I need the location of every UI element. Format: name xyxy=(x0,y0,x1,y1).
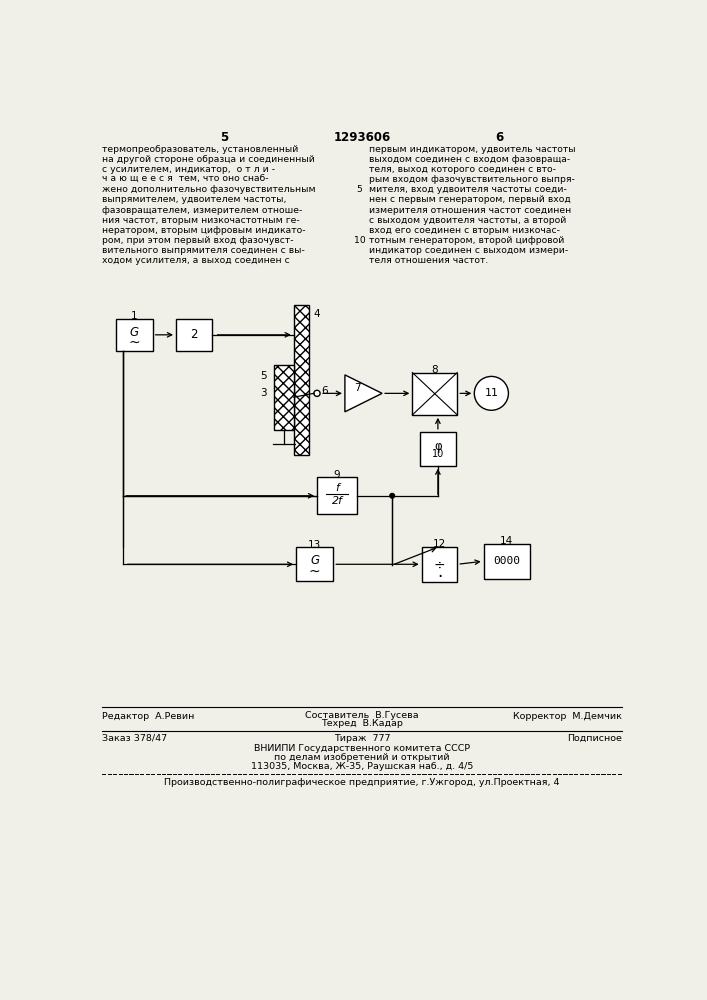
Text: ром, при этом первый вход фазочувст-: ром, при этом первый вход фазочувст- xyxy=(103,236,294,245)
Text: ~: ~ xyxy=(128,336,140,350)
Text: 2: 2 xyxy=(190,328,197,341)
Bar xyxy=(115,319,153,351)
Text: фазовращателем, измерителем отноше-: фазовращателем, измерителем отноше- xyxy=(103,206,303,215)
Text: 5: 5 xyxy=(220,131,228,144)
Text: жено дополнительно фазочувствительным: жено дополнительно фазочувствительным xyxy=(103,185,316,194)
Circle shape xyxy=(314,390,320,396)
Text: термопреобразователь, установленный: термопреобразователь, установленный xyxy=(103,145,298,154)
Text: 14: 14 xyxy=(501,536,513,546)
Text: теля отношения частот.: теля отношения частот. xyxy=(369,256,488,265)
Text: по делам изобретений и открытий: по делам изобретений и открытий xyxy=(274,753,450,762)
Text: 5: 5 xyxy=(260,371,267,381)
Text: φ: φ xyxy=(434,440,442,453)
Text: Заказ 378/47: Заказ 378/47 xyxy=(103,734,168,743)
Text: Корректор  М.Демчик: Корректор М.Демчик xyxy=(513,712,622,721)
Text: нератором, вторым цифровым индикато-: нератором, вторым цифровым индикато- xyxy=(103,226,306,235)
Text: 3: 3 xyxy=(260,388,267,398)
Text: 11: 11 xyxy=(484,388,498,398)
Text: с выходом удвоителя частоты, а второй: с выходом удвоителя частоты, а второй xyxy=(369,216,566,225)
Text: выходом соединен с входом фазовраща-: выходом соединен с входом фазовраща- xyxy=(369,155,570,164)
Circle shape xyxy=(474,376,508,410)
Text: 1: 1 xyxy=(131,311,137,321)
Text: ВНИИПИ Государственного комитета СССР: ВНИИПИ Государственного комитета СССР xyxy=(254,744,470,753)
Text: индикатор соединен с выходом измери-: индикатор соединен с выходом измери- xyxy=(369,246,568,255)
Text: первым индикатором, удвоитель частоты: первым индикатором, удвоитель частоты xyxy=(369,145,575,154)
Text: 6: 6 xyxy=(495,131,503,144)
Text: f: f xyxy=(335,483,339,493)
Text: 7: 7 xyxy=(354,383,361,393)
Text: 113035, Москва, Ж-35, Раушская наб., д. 4/5: 113035, Москва, Ж-35, Раушская наб., д. … xyxy=(251,762,473,771)
Bar xyxy=(293,305,309,455)
Bar xyxy=(176,319,211,351)
Bar xyxy=(274,365,293,430)
Text: 0000: 0000 xyxy=(493,556,520,566)
Text: Производственно-полиграфическое предприятие, г.Ужгород, ул.Проектная, 4: Производственно-полиграфическое предприя… xyxy=(164,778,560,787)
Text: G: G xyxy=(129,326,139,339)
Text: нен с первым генератором, первый вход: нен с первым генератором, первый вход xyxy=(369,195,571,204)
Text: с усилителем, индикатор,  о т л и -: с усилителем, индикатор, о т л и - xyxy=(103,165,276,174)
Text: теля, выход которого соединен с вто-: теля, выход которого соединен с вто- xyxy=(369,165,556,174)
Bar xyxy=(296,547,333,581)
Text: G: G xyxy=(310,554,320,567)
Text: Подписное: Подписное xyxy=(568,734,622,743)
Text: тотным генератором, второй цифровой: тотным генератором, второй цифровой xyxy=(369,236,564,245)
Text: 8: 8 xyxy=(431,365,438,375)
Text: измерителя отношения частот соединен: измерителя отношения частот соединен xyxy=(369,206,571,215)
Text: Составитель  В.Гусева: Составитель В.Гусева xyxy=(305,711,419,720)
Bar xyxy=(484,544,530,579)
Text: мителя, вход удвоителя частоты соеди-: мителя, вход удвоителя частоты соеди- xyxy=(369,185,567,194)
Text: на другой стороне образца и соединенный: на другой стороне образца и соединенный xyxy=(103,155,315,164)
Text: ния частот, вторым низкочастотным ге-: ния частот, вторым низкочастотным ге- xyxy=(103,216,300,225)
Text: ч а ю щ е е с я  тем, что оно снаб-: ч а ю щ е е с я тем, что оно снаб- xyxy=(103,175,269,184)
Text: вход его соединен с вторым низкочас-: вход его соединен с вторым низкочас- xyxy=(369,226,560,235)
Text: ÷: ÷ xyxy=(433,559,445,573)
Text: Техред  В.Кадар: Техред В.Кадар xyxy=(321,719,403,728)
Text: Редактор  А.Ревин: Редактор А.Ревин xyxy=(103,712,194,721)
Bar xyxy=(421,547,457,582)
Text: вительного выпрямителя соединен с вы-: вительного выпрямителя соединен с вы- xyxy=(103,246,305,255)
Text: 13: 13 xyxy=(308,540,321,550)
Text: ходом усилителя, а выход соединен с: ходом усилителя, а выход соединен с xyxy=(103,256,290,265)
Polygon shape xyxy=(345,375,382,412)
Text: ·: · xyxy=(437,568,442,586)
Text: 2f: 2f xyxy=(332,496,343,506)
Text: 6: 6 xyxy=(322,386,328,396)
Text: выпрямителем, удвоителем частоты,: выпрямителем, удвоителем частоты, xyxy=(103,195,287,204)
Text: 4: 4 xyxy=(313,309,320,319)
Text: 5: 5 xyxy=(357,185,363,194)
Text: рым входом фазочувствительного выпря-: рым входом фазочувствительного выпря- xyxy=(369,175,575,184)
Text: 12: 12 xyxy=(433,539,446,549)
Circle shape xyxy=(390,493,395,498)
Text: 10: 10 xyxy=(432,449,444,459)
Text: Тираж  777: Тираж 777 xyxy=(334,734,390,743)
Text: 10: 10 xyxy=(354,236,366,245)
Bar xyxy=(412,373,457,415)
Text: 9: 9 xyxy=(334,470,341,480)
Bar xyxy=(317,477,357,514)
Text: 1293606: 1293606 xyxy=(333,131,390,144)
Bar xyxy=(420,432,456,466)
Text: ~: ~ xyxy=(309,564,320,578)
